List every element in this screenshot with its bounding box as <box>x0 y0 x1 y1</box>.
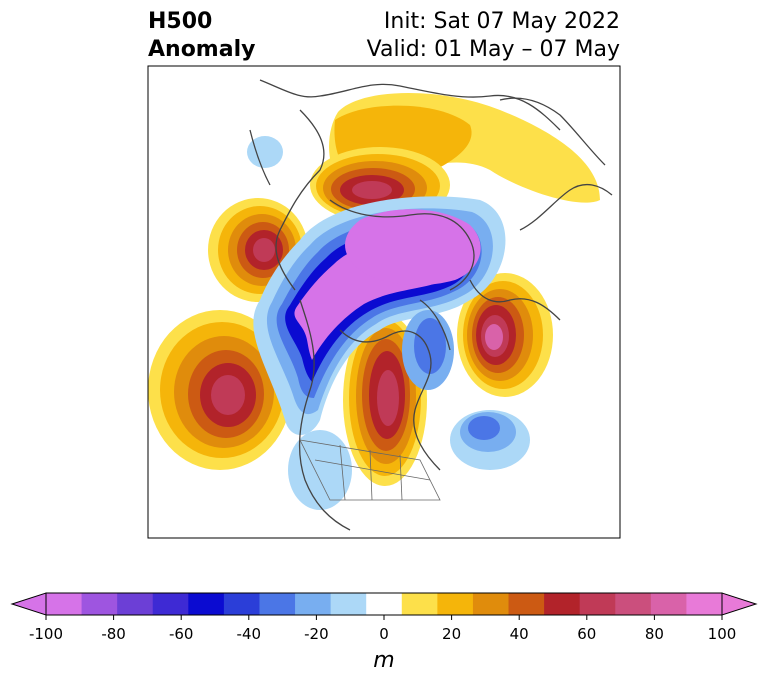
colorbar-tick-label: 0 <box>379 625 389 643</box>
colorbar-extend-low <box>10 592 47 616</box>
colorbar-bin <box>152 593 189 615</box>
colorbar-tick-label: 20 <box>442 625 461 643</box>
colorbar-bin <box>330 593 367 615</box>
map-frame <box>147 65 621 539</box>
colorbar-tick-label: -100 <box>29 625 63 643</box>
title-valid-range: Valid: 01 May – 07 May <box>366 37 620 62</box>
colorbar-bin <box>259 593 296 615</box>
colorbar-tick-label: -40 <box>237 625 262 643</box>
colorbar-bin <box>508 593 545 615</box>
colorbar-bin <box>686 593 723 615</box>
colorbar-bin <box>46 593 83 615</box>
colorbar-tick-label: -60 <box>169 625 194 643</box>
map-title-right: Init: Sat 07 May 2022 Valid: 01 May – 07… <box>367 8 620 64</box>
colorbar-tick-label: 60 <box>577 625 596 643</box>
colorbar-tick-label: 40 <box>510 625 529 643</box>
colorbar-bin <box>650 593 687 615</box>
map-title-left: H500 Anomaly <box>148 8 255 64</box>
colorbar-bin <box>544 593 581 615</box>
colorbar-bin <box>437 593 474 615</box>
colorbar-tick-label: 100 <box>708 625 737 643</box>
colorbar-bin <box>366 593 403 615</box>
negative-anomaly-us-west <box>288 430 352 510</box>
colorbar-bin <box>223 593 260 615</box>
colorbar-unit-label: m <box>373 648 394 673</box>
colorbar-tick-label: -20 <box>304 625 329 643</box>
title-variable: H500 <box>148 9 213 34</box>
positive-anomaly-north-pacific <box>148 310 292 470</box>
us-state-borders <box>299 439 441 501</box>
colorbar-bin <box>401 593 438 615</box>
colorbar-bin <box>81 593 118 615</box>
negative-anomaly-siberia <box>247 136 283 168</box>
colorbar-bin <box>615 593 652 615</box>
positive-anomaly-scandinavia <box>457 273 553 397</box>
colorbar-tick-label: -80 <box>101 625 126 643</box>
coastlines <box>249 79 613 531</box>
anomaly-map <box>147 65 621 539</box>
title-init-date: Init: Sat 07 May 2022 <box>383 9 620 34</box>
colorbar-bin <box>188 593 225 615</box>
negative-anomaly-polar-trough <box>253 196 506 435</box>
colorbar-bin <box>579 593 616 615</box>
colorbar-bin <box>472 593 510 615</box>
colorbar-bin <box>117 593 154 615</box>
colorbar-extend-high <box>721 592 758 616</box>
colorbar-tick-label: 80 <box>645 625 664 643</box>
colorbar-outline <box>45 592 723 616</box>
colorbar-bin <box>295 593 332 615</box>
title-field: Anomaly <box>148 37 256 62</box>
